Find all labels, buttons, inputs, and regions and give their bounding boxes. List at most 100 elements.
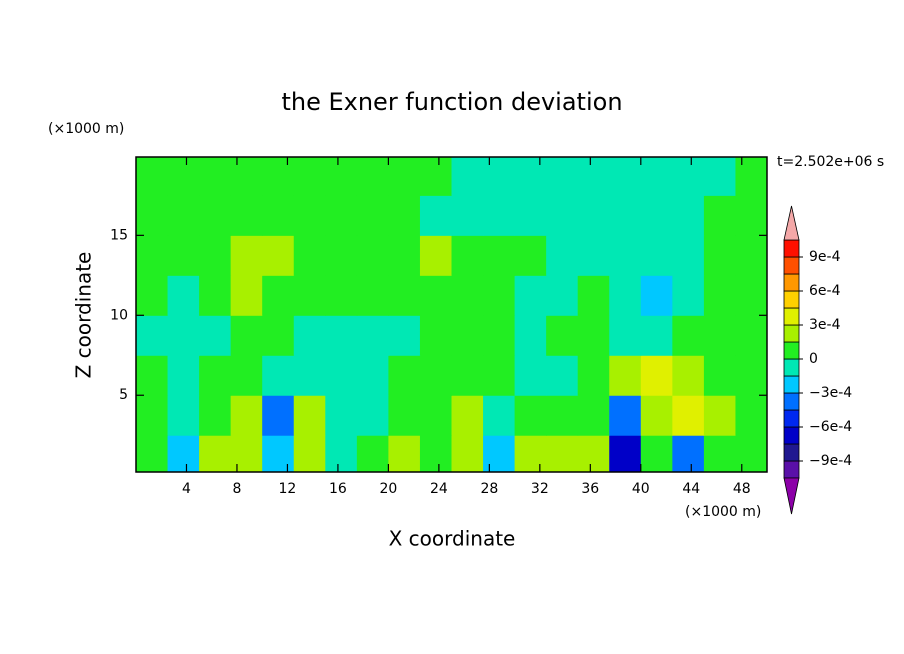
contour-cell xyxy=(356,157,389,196)
contour-cell xyxy=(167,435,200,472)
contour-cell xyxy=(262,435,295,472)
contour-cell xyxy=(388,435,421,472)
contour-cell xyxy=(483,195,516,236)
contour-cell xyxy=(230,275,263,316)
colorbar-box xyxy=(783,426,800,445)
contour-cell xyxy=(577,315,610,356)
colorbar-box xyxy=(783,460,800,479)
contour-cell xyxy=(136,235,169,276)
plot-frame xyxy=(135,156,768,473)
contour-cell xyxy=(640,355,673,396)
contour-cell xyxy=(546,157,579,196)
contour-cell xyxy=(356,195,389,236)
contour-cell xyxy=(514,235,547,276)
contour-cell xyxy=(293,315,326,356)
x-tick-label: 16 xyxy=(329,481,347,497)
contour-cell xyxy=(546,275,579,316)
contour-cell xyxy=(672,235,705,276)
contour-cell xyxy=(262,395,295,436)
contour-cell xyxy=(136,315,169,356)
contour-cell xyxy=(735,195,767,236)
contour-cell xyxy=(514,355,547,396)
contour-cell xyxy=(199,275,232,316)
x-tick-label: 24 xyxy=(430,481,448,497)
contour-cell xyxy=(546,435,579,472)
contour-cell xyxy=(514,275,547,316)
contour-cell xyxy=(325,195,358,236)
contour-cell xyxy=(356,355,389,396)
contour-cell xyxy=(388,275,421,316)
contour-cell xyxy=(483,435,516,472)
contour-cell xyxy=(262,157,295,196)
contour-cell xyxy=(703,355,736,396)
contour-cell xyxy=(640,435,673,472)
contour-cell xyxy=(230,157,263,196)
contour-cell xyxy=(703,395,736,436)
contour-cell xyxy=(577,395,610,436)
contour-cell xyxy=(388,355,421,396)
colorbar-tick-label: −6e-4 xyxy=(809,419,852,435)
contour-cell xyxy=(356,435,389,472)
contour-cell xyxy=(735,157,767,196)
contour-cell xyxy=(230,195,263,236)
contour-cell xyxy=(199,235,232,276)
contour-cell xyxy=(356,315,389,356)
contour-cell xyxy=(167,315,200,356)
colorbar-tick-label: −9e-4 xyxy=(809,453,852,469)
contour-cell xyxy=(735,275,767,316)
x-tick-label: 28 xyxy=(480,481,498,497)
contour-cell xyxy=(609,315,642,356)
colorbar-box xyxy=(783,273,800,292)
contour-cell xyxy=(514,157,547,196)
colorbar-box xyxy=(783,358,800,377)
contour-cell xyxy=(356,395,389,436)
contour-cell xyxy=(514,195,547,236)
contour-cell xyxy=(388,235,421,276)
x-tick-label: 8 xyxy=(232,481,241,497)
contour-cell xyxy=(388,195,421,236)
contour-cell xyxy=(514,395,547,436)
time-annotation: t=2.502e+06 s xyxy=(777,154,884,170)
contour-cell xyxy=(167,195,200,236)
contour-cell xyxy=(325,275,358,316)
contour-cell xyxy=(136,435,169,472)
contour-cell xyxy=(199,157,232,196)
colorbar-box xyxy=(783,324,800,343)
contour-cell xyxy=(388,157,421,196)
contour-cell xyxy=(325,395,358,436)
contour-cell xyxy=(419,195,452,236)
contour-cell xyxy=(325,435,358,472)
colorbar-tick-label: 0 xyxy=(809,351,818,367)
contour-cell xyxy=(167,157,200,196)
contour-cell xyxy=(703,275,736,316)
contour-cell xyxy=(419,355,452,396)
contour-cell xyxy=(640,275,673,316)
contour-cell xyxy=(609,157,642,196)
contour-cell xyxy=(483,275,516,316)
contour-cell xyxy=(735,315,767,356)
contour-cell xyxy=(703,315,736,356)
contour-cell xyxy=(609,395,642,436)
colorbar-tick-label: 9e-4 xyxy=(809,249,841,265)
x-axis-label: X coordinate xyxy=(389,527,516,551)
contour-cell xyxy=(577,195,610,236)
contour-cell xyxy=(640,395,673,436)
contour-cell xyxy=(293,195,326,236)
contour-cell xyxy=(167,355,200,396)
contour-cell xyxy=(672,275,705,316)
contour-cell xyxy=(609,235,642,276)
contour-cell xyxy=(546,315,579,356)
contour-cell xyxy=(735,435,767,472)
contour-cell xyxy=(230,395,263,436)
contour-cell xyxy=(356,235,389,276)
contour-cell xyxy=(136,195,169,236)
contour-cell xyxy=(703,435,736,472)
contour-field xyxy=(136,157,767,472)
contour-cell xyxy=(577,157,610,196)
contour-cell xyxy=(640,235,673,276)
contour-cell xyxy=(136,355,169,396)
y-tick-label: 5 xyxy=(119,387,128,403)
contour-cell xyxy=(293,157,326,196)
contour-cell xyxy=(546,235,579,276)
x-unit: (×1000 m) xyxy=(685,504,761,520)
